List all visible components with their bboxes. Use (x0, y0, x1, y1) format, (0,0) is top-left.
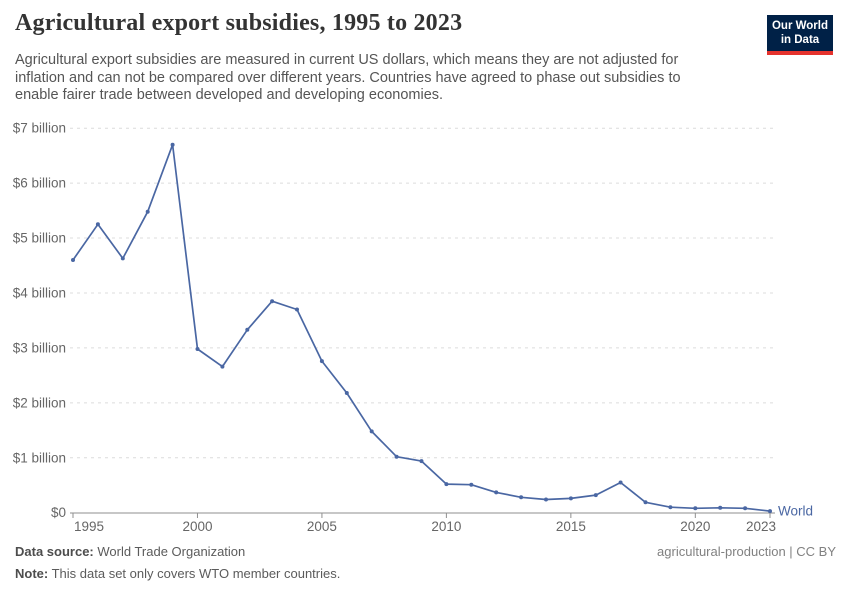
data-point[interactable] (469, 482, 474, 487)
y-axis-tick-label: $1 billion (13, 450, 66, 465)
data-point[interactable] (195, 347, 200, 351)
data-source-line: Data source: World Trade Organization (15, 541, 340, 563)
data-point[interactable] (419, 459, 424, 464)
chart-title: Agricultural export subsidies, 1995 to 2… (15, 10, 463, 36)
data-point[interactable] (220, 364, 225, 369)
x-axis-tick-label: 2023 (746, 519, 776, 534)
series-end-label[interactable]: World (778, 504, 813, 519)
data-source-value: World Trade Organization (97, 544, 246, 559)
y-axis-tick-label: $7 billion (13, 121, 66, 136)
data-point[interactable] (295, 307, 299, 312)
data-point[interactable] (369, 429, 374, 434)
data-point[interactable] (95, 222, 100, 227)
data-point[interactable] (71, 258, 75, 262)
note-label: Note: (15, 566, 49, 581)
y-axis-tick-label: $3 billion (13, 340, 66, 355)
note-line: Note: This data set only covers WTO memb… (15, 563, 340, 585)
data-point[interactable] (718, 505, 723, 510)
data-point[interactable] (544, 497, 548, 502)
owid-logo-line1: Our World (771, 20, 828, 32)
footer-left: Data source: World Trade Organization No… (15, 541, 340, 585)
x-axis-tick-label: 2015 (556, 519, 586, 534)
data-point[interactable] (344, 391, 349, 395)
x-axis-tick-label: 2005 (307, 519, 337, 534)
x-axis-tick-label: 1995 (74, 519, 104, 534)
data-point[interactable] (668, 505, 673, 510)
data-point[interactable] (120, 256, 125, 261)
data-point[interactable] (593, 493, 598, 498)
data-point[interactable] (768, 509, 772, 514)
data-point[interactable] (245, 327, 250, 332)
data-point[interactable] (519, 495, 524, 500)
data-point[interactable] (170, 142, 175, 147)
data-point[interactable] (394, 454, 399, 459)
data-point[interactable] (618, 480, 623, 485)
data-point[interactable] (743, 506, 748, 511)
y-axis-tick-label: $5 billion (13, 231, 66, 246)
chart-subtitle: Agricultural export subsidies are measur… (15, 52, 681, 103)
x-axis-tick-label: 2010 (431, 519, 461, 534)
data-point[interactable] (693, 506, 698, 511)
data-point[interactable] (643, 500, 648, 505)
data-point[interactable] (145, 209, 150, 214)
y-axis-tick-label: $4 billion (13, 285, 66, 300)
data-source-label: Data source: (15, 544, 94, 559)
data-point[interactable] (494, 490, 499, 495)
owid-logo-line2: in Data (780, 33, 820, 46)
series-line-world[interactable] (72, 143, 771, 512)
data-point[interactable] (568, 496, 573, 501)
y-axis-tick-label: $6 billion (13, 176, 66, 191)
data-point[interactable] (270, 299, 275, 304)
y-axis-tick-label: $2 billion (13, 395, 66, 410)
owid-logo-red-bar (767, 51, 833, 55)
y-axis-tick-label: $0 (51, 505, 66, 520)
owid-logo[interactable]: Our World in Data (767, 15, 833, 55)
footer-attribution-link[interactable]: agricultural-production | CC BY (657, 544, 836, 559)
x-axis-tick-label: 2000 (182, 519, 212, 534)
data-point[interactable] (319, 359, 324, 364)
data-point[interactable] (444, 482, 449, 487)
note-value: This data set only covers WTO member cou… (51, 566, 341, 581)
x-axis-tick-label: 2020 (680, 519, 710, 534)
